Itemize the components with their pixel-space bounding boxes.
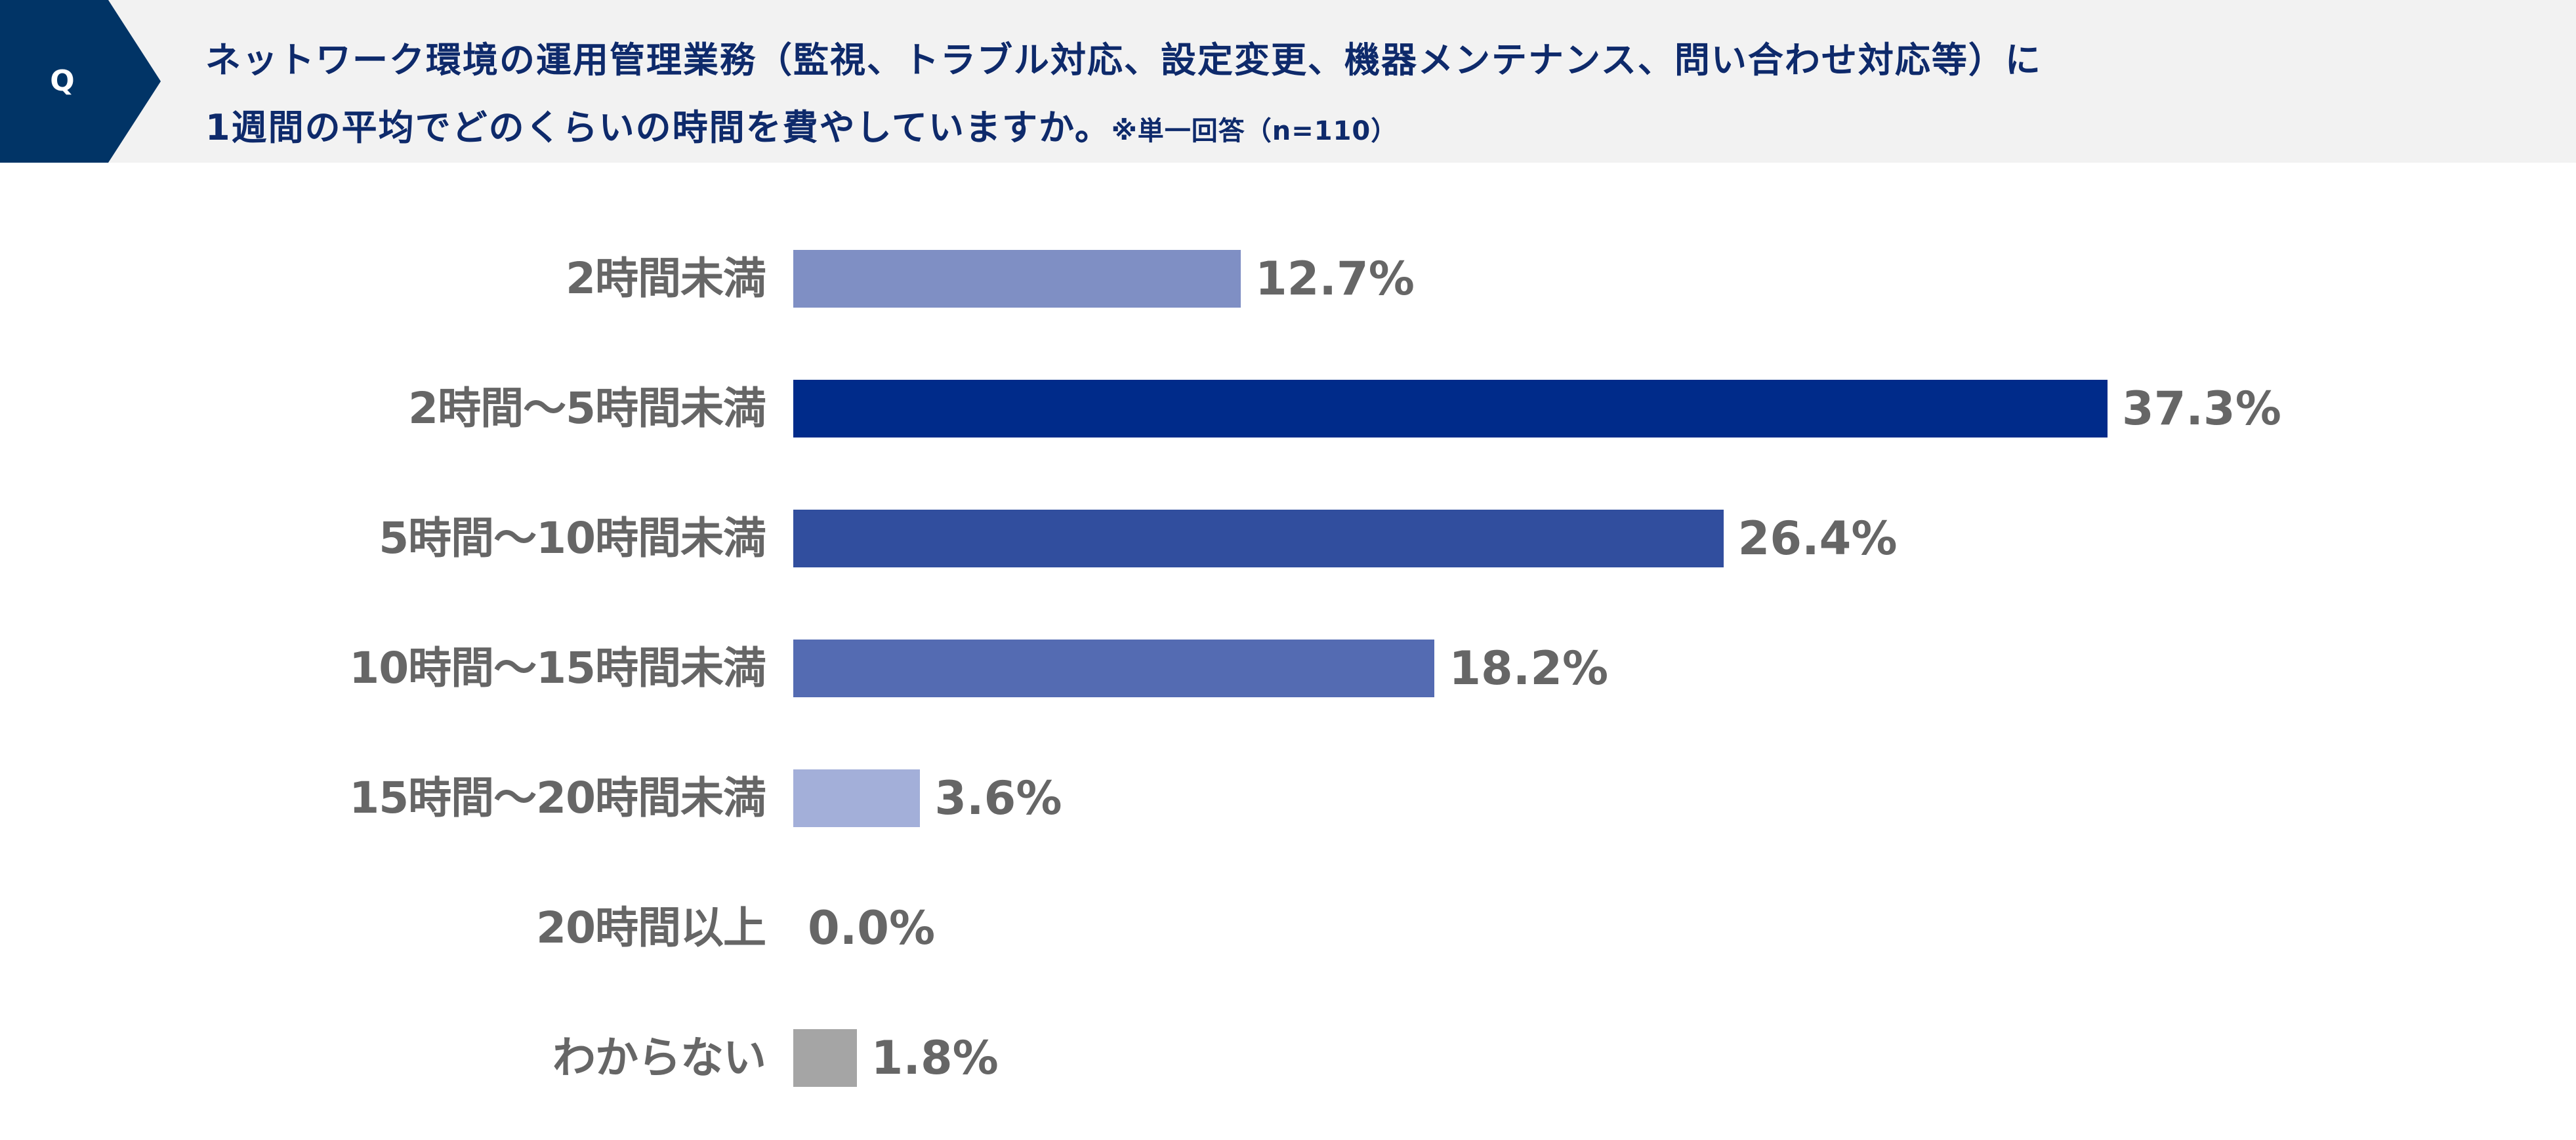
value-label: 18.2% [1449, 641, 1609, 695]
category-label: わからない [552, 1032, 766, 1083]
question-title-line2: 1週間の平均でどのくらいの時間を費やしていますか。※単一回答（n=110） [205, 94, 2042, 165]
value-label: 3.6% [934, 771, 1062, 825]
bar [793, 250, 1241, 308]
value-label: 37.3% [2122, 382, 2281, 436]
response-note: ※単一回答（n=110） [1111, 116, 1398, 146]
category-label: 2時間〜5時間未満 [408, 383, 766, 434]
question-header: Q ネットワーク環境の運用管理業務（監視、トラブル対応、設定変更、機器メンテナン… [0, 0, 2576, 163]
category-label: 15時間〜20時間未満 [349, 773, 766, 823]
chart-row: 20時間以上 0.0% [0, 899, 2576, 957]
question-title-line2-text: 1週間の平均でどのくらいの時間を費やしていますか。 [205, 107, 1111, 148]
chart-row: 5時間〜10時間未満 26.4% [0, 510, 2576, 567]
bar [793, 640, 1435, 697]
value-label: 0.0% [808, 901, 936, 955]
question-label: Q [50, 64, 75, 98]
bar [793, 380, 2108, 438]
question-title: ネットワーク環境の運用管理業務（監視、トラブル対応、設定変更、機器メンテナンス、… [205, 26, 2042, 165]
category-label: 2時間未満 [566, 253, 766, 304]
value-label: 1.8% [871, 1031, 999, 1085]
bar-chart: 2時間未満 12.7% 2時間〜5時間未満 37.3% 5時間〜10時間未満 26.4% 1… [0, 163, 2576, 1140]
bar [793, 510, 1724, 567]
bar [793, 769, 921, 827]
chart-row: 2時間未満 12.7% [0, 250, 2576, 308]
category-label: 20時間以上 [536, 903, 766, 953]
value-label: 12.7% [1255, 252, 1415, 306]
question-title-line1: ネットワーク環境の運用管理業務（監視、トラブル対応、設定変更、機器メンテナンス、… [205, 39, 2042, 81]
category-label: 5時間〜10時間未満 [379, 513, 766, 563]
category-label: 10時間〜15時間未満 [349, 643, 766, 693]
chart-row: わからない 1.8% [0, 1029, 2576, 1087]
bar [793, 1029, 857, 1087]
chart-row: 2時間〜5時間未満 37.3% [0, 380, 2576, 438]
chart-row: 10時間〜15時間未満 18.2% [0, 640, 2576, 697]
value-label: 26.4% [1737, 512, 1898, 565]
chart-row: 15時間〜20時間未満 3.6% [0, 769, 2576, 827]
